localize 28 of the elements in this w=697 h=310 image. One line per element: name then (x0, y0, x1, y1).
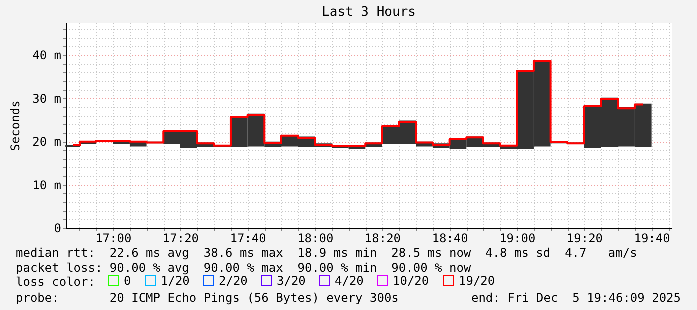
y-tick-label: 20 m (32, 135, 62, 149)
x-tick-label: 18:00 (298, 232, 334, 246)
y-tick-label: 40 m (32, 48, 62, 63)
x-tick-label: 19:40 (634, 232, 670, 246)
text: median rtt: 22.6 ms avg 38.6 ms max 18.9 ms min 28.5 ms now 4.8 ms sd 4.7 am/s (16, 246, 638, 260)
y-tick-label: 0 (54, 222, 62, 236)
legend-label: 1/20 (161, 274, 190, 288)
text: end: Fri Dec 5 19:46:09 2025 (471, 291, 681, 305)
x-tick-label: 19:00 (500, 232, 536, 246)
legend-label: 19/20 (459, 274, 496, 288)
y-tick-label: 30 m (32, 92, 62, 106)
legend-label: 2/20 (219, 274, 248, 288)
legend-label: 10/20 (393, 274, 430, 288)
legend-title: loss color: (16, 275, 96, 289)
legend-label: 4/20 (335, 274, 364, 288)
legend-label: 3/20 (277, 274, 306, 288)
y-tick-label: 10 m (32, 178, 62, 192)
text: packet loss: 90.00 % avg 90.00 % max 90.00 % min 90.00 % now (16, 261, 472, 275)
x-tick-label: 17:00 (96, 232, 132, 246)
y-axis-title: Seconds (8, 100, 23, 152)
x-tick-label: 18:20 (364, 232, 402, 246)
text: probe: 20 ICMP Echo Pings (56 Bytes) every 300s (16, 291, 399, 305)
x-tick-label: 17:20 (162, 232, 200, 246)
x-tick-label: 17:40 (230, 232, 266, 246)
x-tick-label: 19:20 (566, 232, 604, 246)
legend-label: 0 (124, 274, 132, 288)
chart-title: Last 3 Hours (322, 5, 416, 20)
x-tick-label: 18:40 (432, 232, 468, 246)
